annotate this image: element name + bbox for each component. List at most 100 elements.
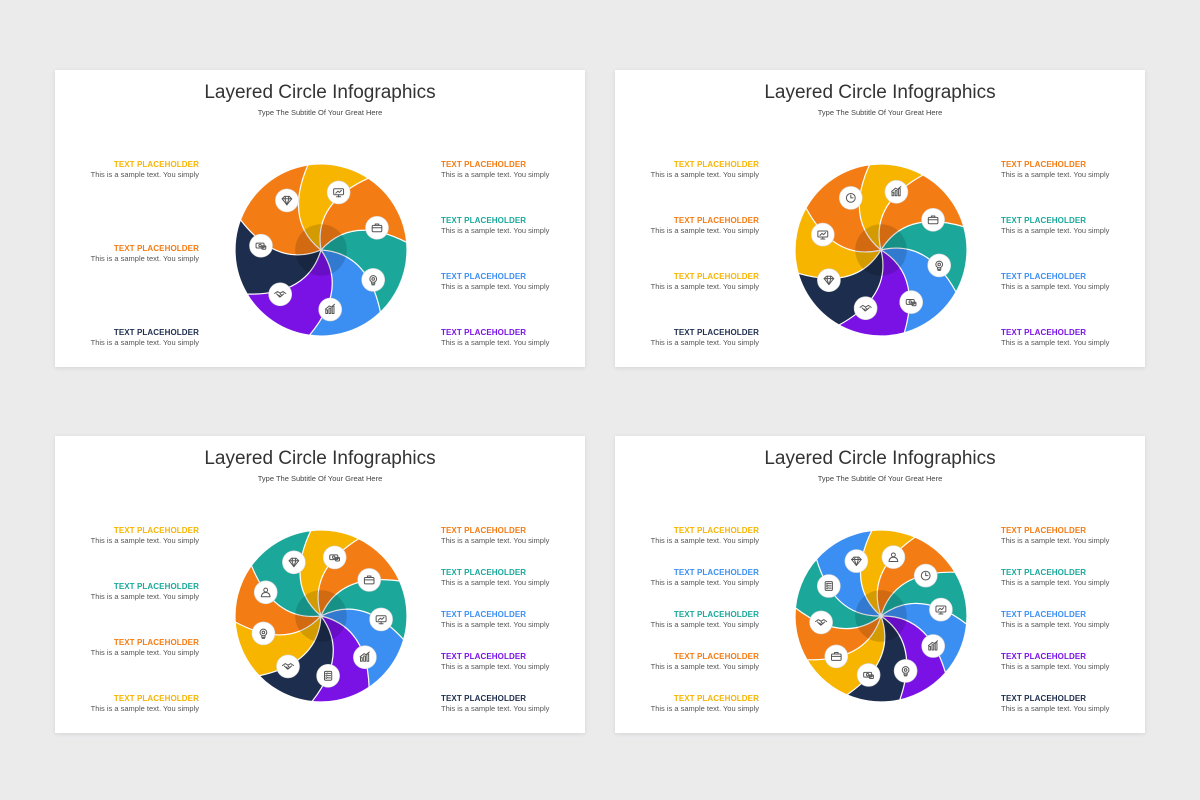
circle-segment [815,529,883,617]
text-item: TEXT PLACEHOLDER This is a sample text. Y… [615,652,759,672]
item-title: TEXT PLACEHOLDER [441,216,527,225]
text-item: TEXT PLACEHOLDER This is a sample text. Y… [1001,568,1151,588]
item-description: This is a sample text. You simply [1001,170,1110,179]
text-item: TEXT PLACEHOLDER This is a sample text. Y… [55,694,199,714]
item-title: TEXT PLACEHOLDER [673,526,759,535]
slide-title: Layered Circle Infographics [764,448,996,469]
text-item: TEXT PLACEHOLDER This is a sample text. Y… [55,526,199,546]
item-title: TEXT PLACEHOLDER [441,568,527,577]
item-title: TEXT PLACEHOLDER [673,328,759,337]
clock-icon [913,563,938,588]
item-title: TEXT PLACEHOLDER [113,160,199,169]
item-description: This is a sample text. You simply [441,282,550,291]
slide-title: Layered Circle Infographics [764,82,996,103]
item-description: This is a sample text. You simply [441,662,550,671]
item-description: This is a sample text. You simply [1001,536,1110,545]
briefcase-icon [365,216,389,240]
item-description: This is a sample text. You simply [441,338,550,347]
item-description: This is a sample text. You simply [90,592,199,601]
item-title: TEXT PLACEHOLDER [673,568,759,577]
money-icon [899,290,923,314]
item-title: TEXT PLACEHOLDER [441,652,527,661]
item-description: This is a sample text. You simply [650,282,759,291]
checklist-icon [816,574,841,598]
item-description: This is a sample text. You simply [90,648,199,657]
handshake-icon [268,282,293,307]
diamond-icon [844,549,869,573]
text-item: TEXT PLACEHOLDER This is a sample text. Y… [615,216,759,236]
item-title: TEXT PLACEHOLDER [113,582,199,591]
layered-circle-diagram [234,163,408,337]
item-title: TEXT PLACEHOLDER [673,216,759,225]
item-title: TEXT PLACEHOLDER [1001,694,1087,703]
item-description: This is a sample text. You simply [441,536,550,545]
presentation-icon [369,607,393,632]
money-icon [856,663,881,687]
text-item: TEXT PLACEHOLDER This is a sample text. Y… [1001,694,1151,714]
item-description: This is a sample text. You simply [441,620,550,629]
item-title: TEXT PLACEHOLDER [441,328,527,337]
item-description: This is a sample text. You simply [1001,282,1110,291]
item-title: TEXT PLACEHOLDER [673,694,759,703]
lightbulb-gear-icon [927,253,951,278]
layered-circle-diagram [794,529,968,703]
item-description: This is a sample text. You simply [441,704,550,713]
item-title: TEXT PLACEHOLDER [1001,216,1087,225]
text-item: TEXT PLACEHOLDER This is a sample text. Y… [441,328,591,348]
item-title: TEXT PLACEHOLDER [113,244,199,253]
item-description: This is a sample text. You simply [1001,226,1110,235]
item-description: This is a sample text. You simply [650,578,759,587]
item-title: TEXT PLACEHOLDER [673,160,759,169]
text-item: TEXT PLACEHOLDER This is a sample text. Y… [441,568,591,588]
text-item: TEXT PLACEHOLDER This is a sample text. Y… [441,694,591,714]
item-description: This is a sample text. You simply [90,338,199,347]
item-description: This is a sample text. You simply [90,254,199,263]
item-description: This is a sample text. You simply [90,536,199,545]
lightbulb-gear-icon [893,659,918,683]
item-description: This is a sample text. You simply [650,170,759,179]
text-item: TEXT PLACEHOLDER This is a sample text. Y… [1001,328,1151,348]
briefcase-icon [824,644,849,669]
slide-title: Layered Circle Infographics [204,448,436,469]
item-title: TEXT PLACEHOLDER [673,652,759,661]
item-title: TEXT PLACEHOLDER [1001,610,1087,619]
presentation-icon [810,222,835,247]
item-title: TEXT PLACEHOLDER [441,526,527,535]
growth-chart-icon [353,645,377,669]
item-description: This is a sample text. You simply [441,170,550,179]
circle-center [295,224,347,276]
slide-subtitle: Type The Subtitle Of Your Great Here [257,108,383,117]
slide-subtitle: Type The Subtitle Of Your Great Here [817,108,943,117]
text-item: TEXT PLACEHOLDER This is a sample text. Y… [615,526,759,546]
text-item: TEXT PLACEHOLDER This is a sample text. Y… [441,272,591,292]
item-title: TEXT PLACEHOLDER [1001,272,1087,281]
user-icon [881,545,906,569]
item-description: This is a sample text. You simply [1001,704,1110,713]
item-title: TEXT PLACEHOLDER [1001,328,1087,337]
circle-center [295,590,347,642]
item-title: TEXT PLACEHOLDER [673,610,759,619]
item-title: TEXT PLACEHOLDER [113,694,199,703]
text-item: TEXT PLACEHOLDER This is a sample text. Y… [1001,272,1151,292]
text-item: TEXT PLACEHOLDER This is a sample text. Y… [441,160,591,180]
layered-circle-diagram [234,529,408,703]
item-title: TEXT PLACEHOLDER [441,272,527,281]
item-description: This is a sample text. You simply [441,226,550,235]
money-icon [249,233,273,258]
growth-chart-icon [318,297,342,322]
circle-center [855,224,907,276]
handshake-icon [809,610,833,635]
lightbulb-gear-icon [361,268,385,292]
item-title: TEXT PLACEHOLDER [441,160,527,169]
infographic-slide: Layered Circle Infographics Type The Subt… [55,436,585,733]
briefcase-icon [921,207,945,232]
text-item: TEXT PLACEHOLDER This is a sample text. Y… [55,160,199,180]
item-title: TEXT PLACEHOLDER [1001,568,1087,577]
money-icon [322,545,347,570]
item-title: TEXT PLACEHOLDER [441,694,527,703]
item-description: This is a sample text. You simply [90,170,199,179]
slide-title: Layered Circle Infographics [204,82,436,103]
item-title: TEXT PLACEHOLDER [673,272,759,281]
item-description: This is a sample text. You simply [1001,338,1110,347]
item-description: This is a sample text. You simply [441,578,550,587]
